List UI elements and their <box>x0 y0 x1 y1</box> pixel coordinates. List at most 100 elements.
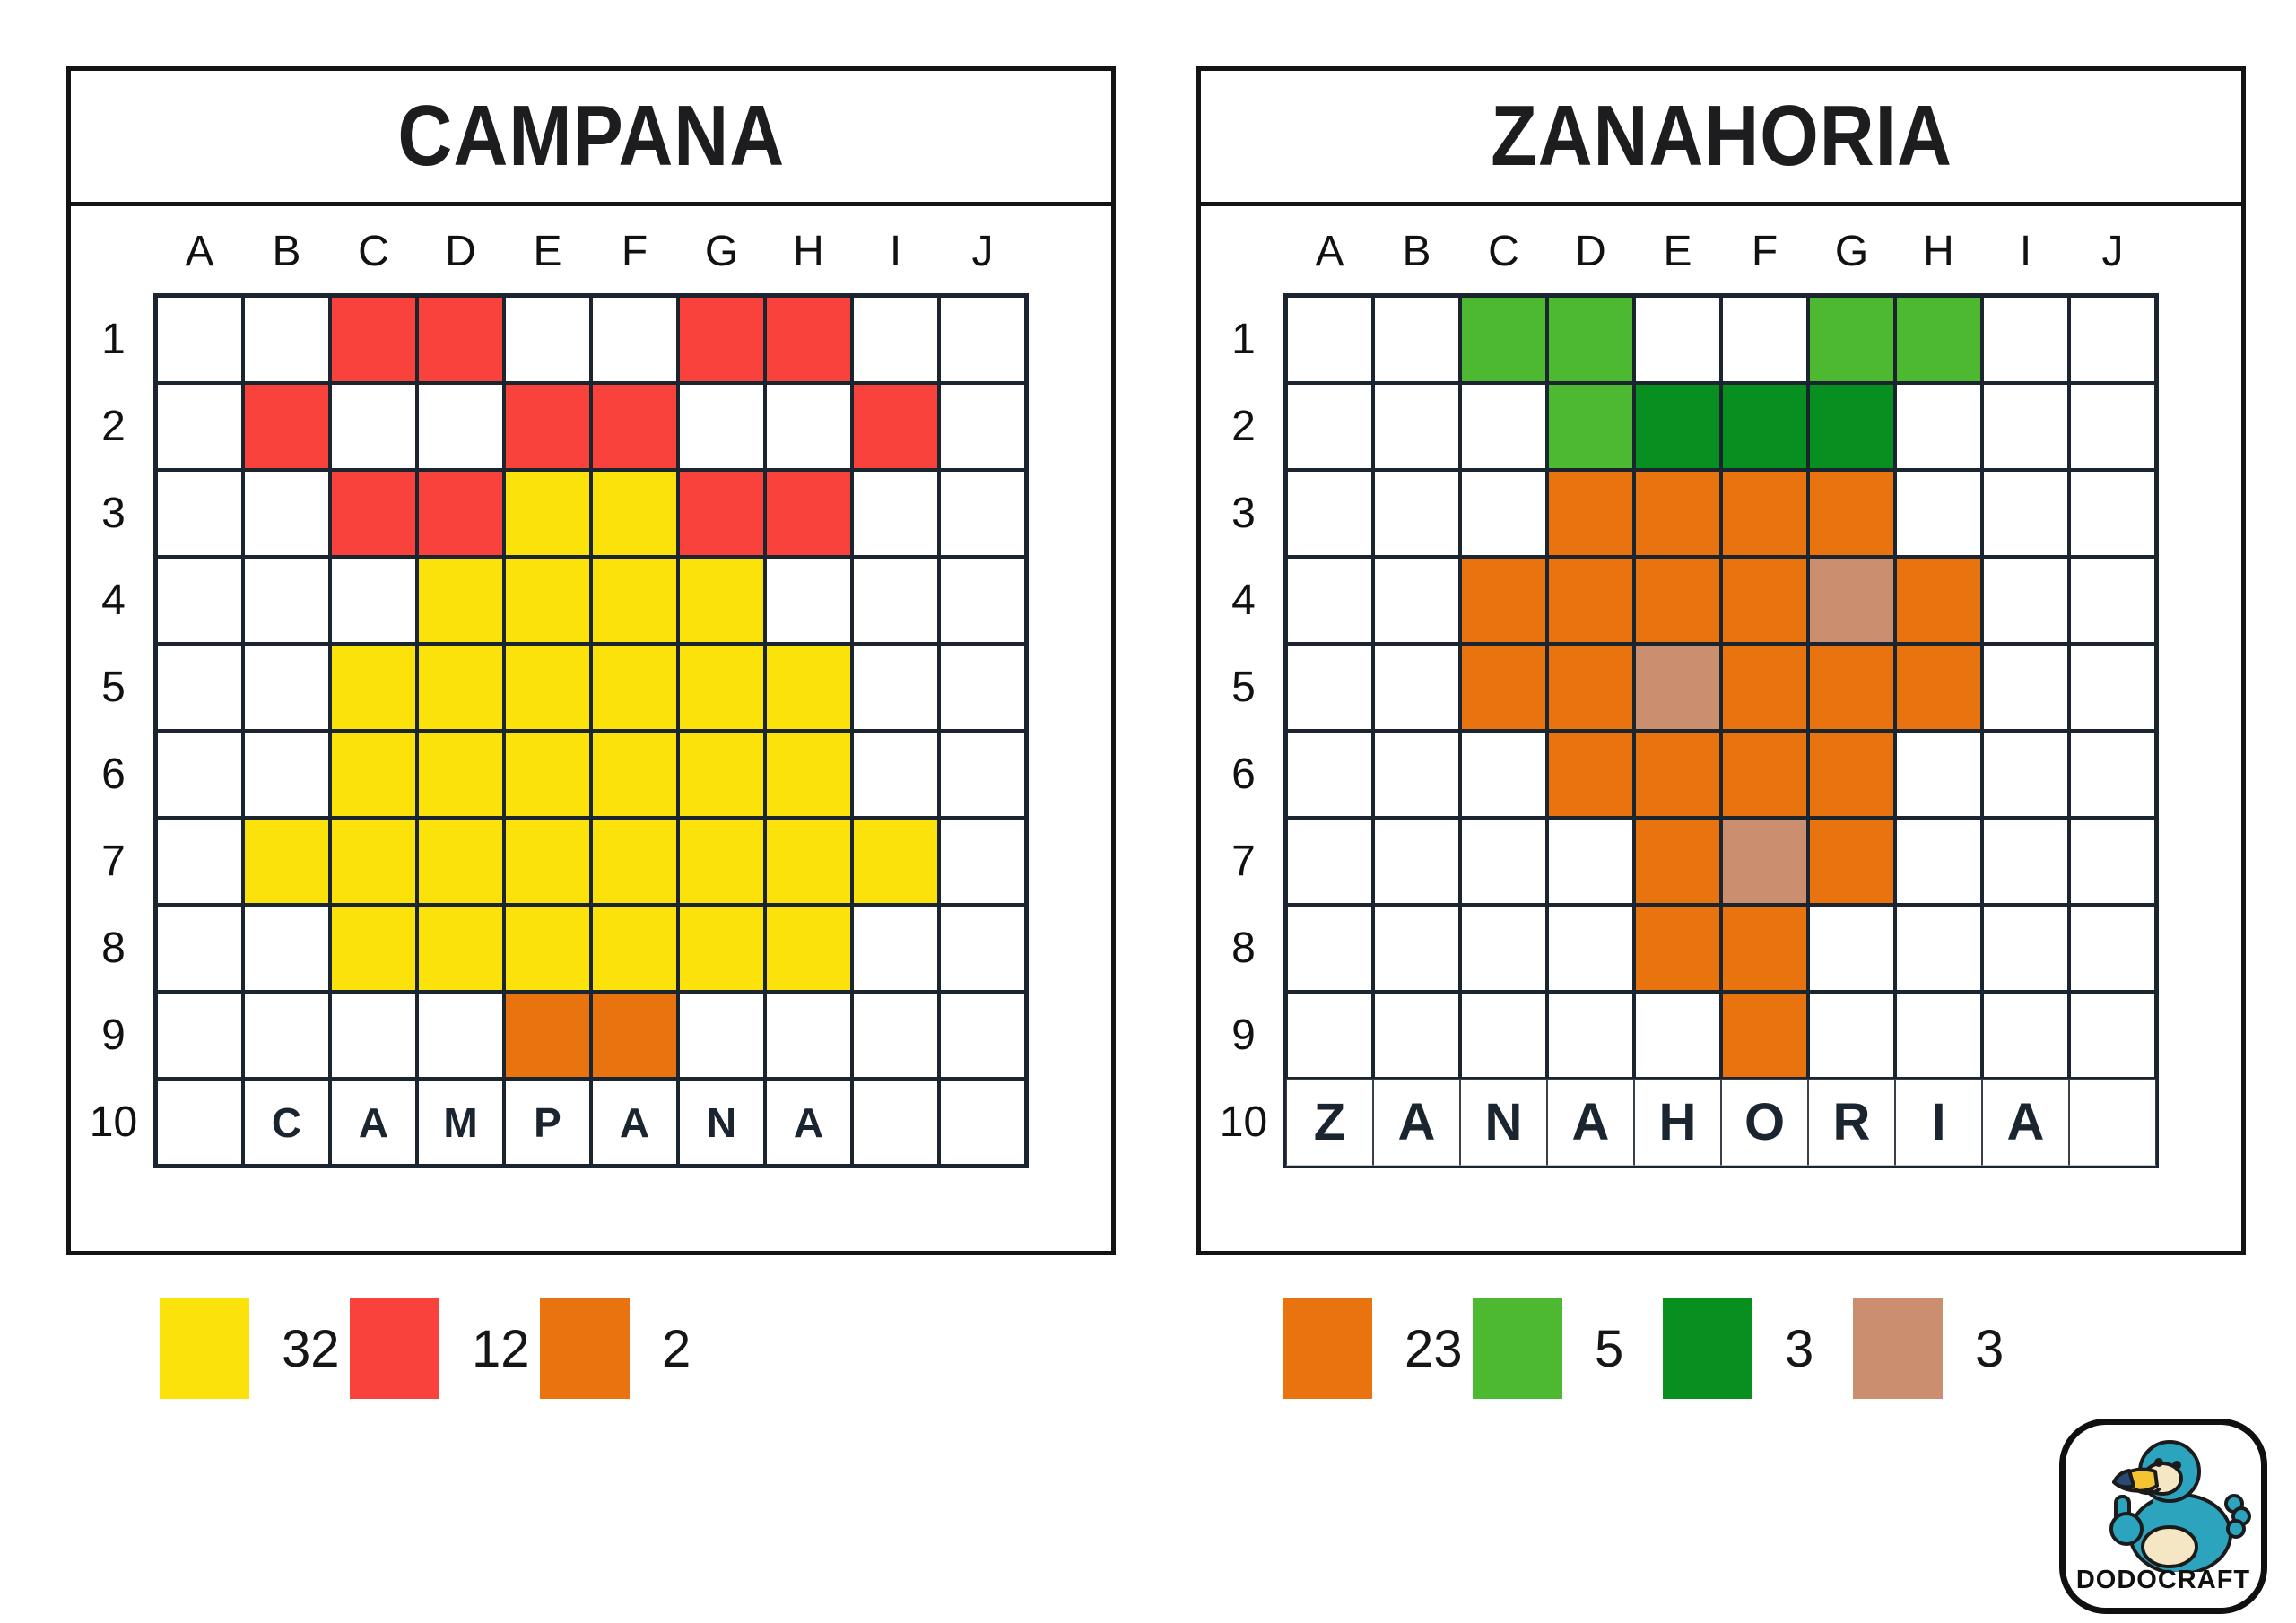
row-label-7: 7 <box>101 838 126 885</box>
panel-title-bar: CAMPANA <box>71 71 1111 206</box>
grid-cell-J6 <box>939 731 1026 818</box>
grid-cell-A9 <box>156 992 243 1079</box>
grid-cell-E1 <box>504 296 591 383</box>
grid-cell-A6 <box>156 731 243 818</box>
column-header-D: D <box>445 227 476 275</box>
column-header-F: F <box>1751 227 1779 275</box>
grid-cell-F3 <box>1721 470 1808 557</box>
row-label-8: 8 <box>101 924 126 972</box>
grid-cell-G5 <box>1808 644 1895 731</box>
grid-cell-D9 <box>1547 992 1634 1079</box>
grid-cell-J3 <box>939 470 1026 557</box>
grid-cell-B9 <box>1373 992 1460 1079</box>
grid-cell-A3 <box>1286 470 1373 557</box>
grid-cell-I4 <box>852 557 939 644</box>
grid-cell-J8 <box>2069 905 2156 992</box>
grid-cell-E4 <box>504 557 591 644</box>
grid-cell-G8 <box>678 905 765 992</box>
dodo-bird-icon <box>2109 1440 2251 1572</box>
column-header-D: D <box>1575 227 1606 275</box>
grid-cell-G6 <box>678 731 765 818</box>
grid-cell-F9 <box>1721 992 1808 1079</box>
grid-cell-B6 <box>243 731 330 818</box>
grid-cell-I2 <box>852 383 939 470</box>
row-label-1: 1 <box>1231 316 1256 363</box>
grid-cell-A5 <box>1286 644 1373 731</box>
zanahoria-legend: 23 5 3 3 <box>1283 1298 2043 1399</box>
grid-cell-H3 <box>1895 470 1982 557</box>
grid-cell-I6 <box>852 731 939 818</box>
legend-item: 5 <box>1473 1298 1663 1399</box>
grid-cell-F6 <box>1721 731 1808 818</box>
grid-cell-B8 <box>243 905 330 992</box>
grid-cell-I4 <box>1982 557 2069 644</box>
grid-cell-H8 <box>1895 905 1982 992</box>
grid-cell-C6 <box>330 731 417 818</box>
grid-cell-F6 <box>591 731 678 818</box>
row-label-9: 9 <box>101 1011 126 1059</box>
grid-cell-J10 <box>2069 1079 2156 1166</box>
column-header-H: H <box>1923 227 1954 275</box>
column-header-A: A <box>1315 227 1344 275</box>
grid-cell-D1 <box>1547 296 1634 383</box>
grid-cell-D5 <box>1547 644 1634 731</box>
grid-cell-D8 <box>1547 905 1634 992</box>
grid-cell-B8 <box>1373 905 1460 992</box>
grid-cell-F7 <box>591 818 678 905</box>
grid-cell-B1 <box>243 296 330 383</box>
grid-cell-I1 <box>852 296 939 383</box>
grid-cell-E3 <box>504 470 591 557</box>
grid-cell-J5 <box>939 644 1026 731</box>
grid-cell-J2 <box>939 383 1026 470</box>
word-letter: A <box>358 1098 389 1146</box>
grid-cell-D5 <box>417 644 504 731</box>
column-header-F: F <box>621 227 648 275</box>
legend-count: 32 <box>282 1319 340 1378</box>
row-label-10: 10 <box>1219 1098 1268 1146</box>
grid-cell-J4 <box>2069 557 2156 644</box>
grid-cell-J7 <box>939 818 1026 905</box>
grid-cell-E8 <box>1634 905 1721 992</box>
grid-cell-D7 <box>417 818 504 905</box>
grid-cell-C9 <box>1460 992 1547 1079</box>
grid-cell-I1 <box>1982 296 2069 383</box>
grid-cell-G1 <box>678 296 765 383</box>
legend-swatch-orange <box>540 1298 630 1399</box>
column-header-C: C <box>358 227 389 275</box>
row-label-3: 3 <box>101 490 126 537</box>
grid-cell-E7 <box>1634 818 1721 905</box>
grid-cell-J6 <box>2069 731 2156 818</box>
legend-count: 2 <box>662 1319 691 1378</box>
column-header-I: I <box>2019 227 2032 275</box>
panel-title: CAMPANA <box>397 88 785 184</box>
grid-cell-H5 <box>765 644 852 731</box>
grid-cell-H10: I <box>1895 1079 1982 1166</box>
grid-cell-I8 <box>852 905 939 992</box>
column-header-H: H <box>793 227 824 275</box>
row-label-4: 4 <box>1231 577 1256 624</box>
row-labels: 1 2 3 4 5 6 7 8 9 10 <box>71 296 156 1166</box>
word-letter: I <box>1931 1093 1946 1151</box>
column-header-E: E <box>533 227 562 275</box>
word-letter: O <box>1744 1093 1786 1151</box>
grid-cell-F5 <box>1721 644 1808 731</box>
legend-swatch-orange <box>1283 1298 1372 1399</box>
grid-cell-C10: N <box>1460 1079 1547 1166</box>
word-letter: H <box>1658 1093 1697 1151</box>
word-letter: C <box>271 1098 302 1146</box>
grid-cell-C2 <box>1460 383 1547 470</box>
grid-cell-A4 <box>1286 557 1373 644</box>
grid-cell-H1 <box>1895 296 1982 383</box>
legend-item: 32 <box>160 1298 350 1399</box>
grid-cell-C5 <box>1460 644 1547 731</box>
grid-cell-D6 <box>417 731 504 818</box>
grid-cell-F3 <box>591 470 678 557</box>
grid-cell-C4 <box>1460 557 1547 644</box>
grid-cell-I5 <box>852 644 939 731</box>
grid-cell-I9 <box>852 992 939 1079</box>
grid-cell-F4 <box>591 557 678 644</box>
grid-cell-E10: H <box>1634 1079 1721 1166</box>
word-letter: R <box>1832 1093 1871 1151</box>
column-header-C: C <box>1488 227 1519 275</box>
